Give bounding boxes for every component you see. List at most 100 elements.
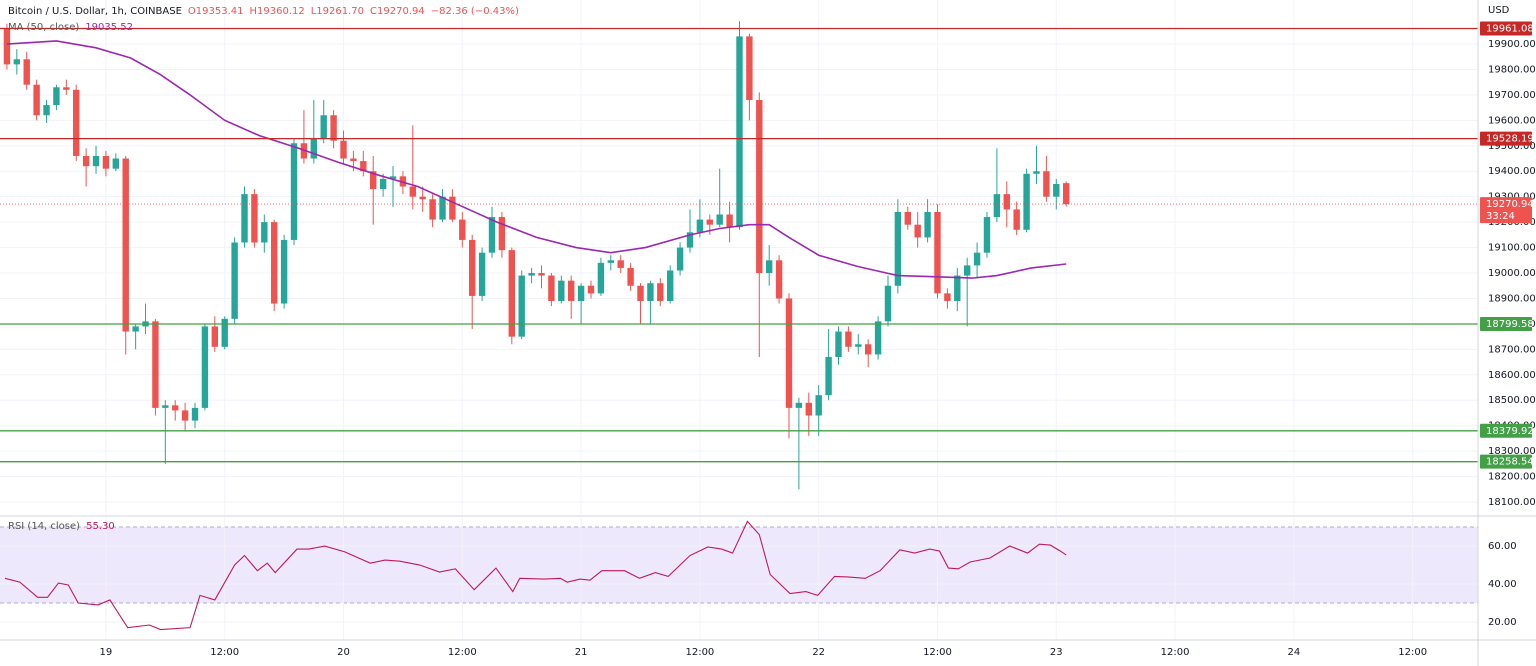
y-tick-label: 19000.00 [1488,268,1536,279]
y-tick-label: 19100.00 [1488,243,1536,254]
candle-body [627,267,634,286]
candle-body [280,239,288,304]
candle-body [666,270,674,302]
candle-body [558,280,565,302]
candle-body [1023,173,1030,230]
candle-body [696,219,704,233]
candle-body [775,260,783,299]
candle-body [815,395,822,416]
candle-body [102,155,110,169]
level-label-bg [1480,317,1532,332]
ma-line [6,40,1067,279]
candle-body [676,247,684,271]
candle-body [973,252,981,266]
candle-body [518,275,525,337]
high-label: H19360.12 [249,6,305,17]
level-label-bg [1480,131,1532,146]
y-tick-label: 18500.00 [1488,395,1536,406]
change-label: −82.36 (−0.43%) [430,6,519,17]
price-label-bg [1480,197,1532,224]
candle-body [607,260,615,263]
candle-body [756,99,763,274]
low-label: L19261.70 [310,6,365,17]
candle-body [152,321,159,408]
x-tick-label: 12:00 [1398,647,1427,658]
ma-name: MA (50, close) [8,22,80,33]
candle-body [716,214,723,225]
level-label: 18799.58 [1486,319,1534,330]
y-tick-label: 19600.00 [1488,115,1536,126]
rsi-line [4,520,1067,631]
candle-body [508,250,516,337]
candle-body [568,280,575,302]
candle-body [310,138,318,159]
x-tick-label: 19 [100,647,113,658]
x-tick-label: 12:00 [685,647,714,658]
price-label: 19270.94 [1486,199,1534,210]
candle-body [924,211,931,238]
level-label: 18258.54 [1486,457,1534,468]
level-label: 19961.08 [1486,23,1534,34]
candle-body [290,143,298,240]
rsi-value: 55.30 [86,521,115,532]
candle-body [657,283,664,302]
candle-body [706,219,713,225]
candle-body [1053,183,1060,197]
candle-body [825,356,832,396]
open-label: O19353.41 [187,6,244,17]
ma-legend: MA (50, close) 19035.52 [8,22,133,33]
candle-body [934,211,941,294]
level-label-bg [1480,21,1532,36]
candle-body [864,344,872,355]
candle-body [13,59,21,65]
rsi-name: RSI (14, close) [8,521,81,532]
candle-body [1043,171,1050,197]
candle-body [884,285,892,322]
candle-body [954,275,961,302]
candle-body [23,59,30,85]
currency-label: USD [1488,5,1510,16]
y-tick-label: 40.00 [1488,579,1517,590]
candle-body [498,217,506,251]
candle-body [132,326,139,332]
candle-body [231,242,238,319]
candle-body [478,252,486,296]
level-label-bg [1480,454,1532,469]
close-label: C19270.94 [370,6,425,17]
candle-body [528,273,535,276]
candle-body [597,262,605,294]
candle-body [360,161,367,172]
candle-body [122,158,129,332]
candle-body [33,84,40,116]
candle-body [617,260,624,268]
y-tick-label: 18100.00 [1488,497,1536,508]
level-label: 18379.92 [1486,426,1534,437]
candle-body [805,402,812,416]
candle-body [845,331,852,347]
candle-body [647,283,654,302]
x-tick-label: 24 [1288,647,1301,658]
candle-body [370,171,377,190]
countdown-label: 33:24 [1486,211,1515,222]
candle-body [409,186,417,197]
candle-body [261,222,268,243]
candle-body [271,222,278,304]
candle-body [855,344,862,347]
y-tick-label: 19800.00 [1488,64,1536,75]
candle-body [746,36,753,100]
candle-body [1033,171,1040,174]
y-tick-label: 18600.00 [1488,370,1536,381]
candle-body [251,194,258,243]
x-tick-label: 20 [337,647,350,658]
candle-body [686,232,694,248]
candle-body [3,28,11,65]
candle-body [221,318,228,347]
candle-body [181,410,189,421]
candle-body [577,285,585,302]
candle-body [63,87,70,90]
candle-body [429,199,436,220]
candle-body [82,155,90,167]
rsi-legend: RSI (14, close) 55.30 [8,521,115,532]
y-tick-label: 18900.00 [1488,293,1536,304]
candle-body [389,176,397,179]
